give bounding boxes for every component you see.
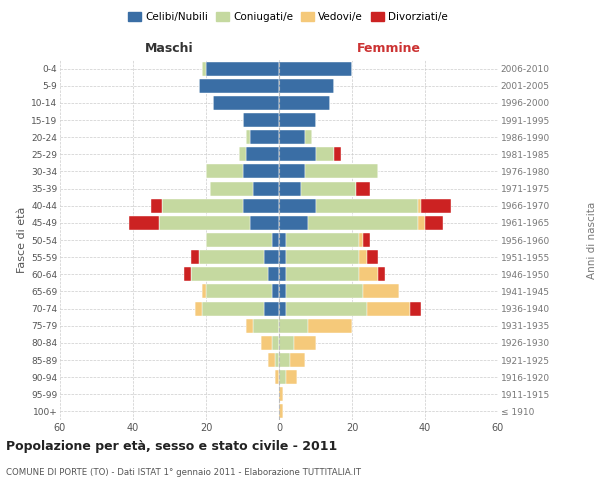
Bar — [272, 233, 279, 247]
Bar — [359, 250, 367, 264]
Text: Maschi: Maschi — [145, 42, 194, 55]
Bar — [191, 268, 268, 281]
Text: Femmine: Femmine — [356, 42, 421, 55]
Bar — [191, 250, 199, 264]
Bar — [246, 318, 253, 332]
Bar — [214, 96, 279, 110]
Legend: Celibi/Nubili, Coniugati/e, Vedovi/e, Divorziati/e: Celibi/Nubili, Coniugati/e, Vedovi/e, Di… — [124, 8, 452, 26]
Bar — [279, 353, 290, 367]
Bar — [261, 336, 272, 350]
Bar — [206, 284, 272, 298]
Bar — [239, 148, 246, 162]
Bar — [421, 198, 451, 212]
Bar — [279, 96, 330, 110]
Bar — [279, 198, 316, 212]
Bar — [279, 388, 283, 402]
Bar — [272, 284, 279, 298]
Bar — [246, 130, 250, 144]
Bar — [279, 233, 286, 247]
Bar — [242, 198, 279, 212]
Bar — [279, 336, 293, 350]
Bar — [202, 284, 206, 298]
Bar — [286, 370, 297, 384]
Bar — [199, 78, 279, 92]
Bar — [356, 182, 370, 196]
Bar — [359, 268, 377, 281]
Bar — [279, 130, 305, 144]
Bar — [253, 318, 279, 332]
Bar — [286, 250, 359, 264]
Bar — [206, 62, 279, 76]
Bar — [242, 164, 279, 178]
Bar — [279, 78, 334, 92]
Bar — [202, 302, 265, 316]
Bar — [279, 370, 286, 384]
Bar — [305, 130, 312, 144]
Bar — [158, 216, 250, 230]
Bar — [162, 198, 242, 212]
Bar — [279, 404, 283, 418]
Bar — [305, 164, 377, 178]
Bar — [268, 268, 279, 281]
Bar — [367, 302, 410, 316]
Bar — [250, 216, 279, 230]
Y-axis label: Fasce di età: Fasce di età — [17, 207, 27, 273]
Bar — [279, 302, 286, 316]
Bar — [286, 268, 359, 281]
Bar — [425, 216, 443, 230]
Bar — [279, 148, 316, 162]
Bar — [272, 336, 279, 350]
Bar — [202, 62, 206, 76]
Text: Popolazione per età, sesso e stato civile - 2011: Popolazione per età, sesso e stato civil… — [6, 440, 337, 453]
Bar — [279, 113, 316, 127]
Bar — [265, 250, 279, 264]
Text: COMUNE DI PORTE (TO) - Dati ISTAT 1° gennaio 2011 - Elaborazione TUTTITALIA.IT: COMUNE DI PORTE (TO) - Dati ISTAT 1° gen… — [6, 468, 361, 477]
Bar — [253, 182, 279, 196]
Bar — [301, 182, 356, 196]
Bar — [209, 182, 253, 196]
Bar — [206, 164, 242, 178]
Bar — [275, 353, 279, 367]
Bar — [286, 284, 363, 298]
Bar — [151, 198, 162, 212]
Bar — [206, 233, 272, 247]
Bar — [130, 216, 158, 230]
Bar — [184, 268, 191, 281]
Bar — [293, 336, 316, 350]
Bar — [279, 250, 286, 264]
Bar — [316, 148, 334, 162]
Bar — [275, 370, 279, 384]
Bar — [363, 233, 370, 247]
Bar — [286, 233, 359, 247]
Bar — [279, 216, 308, 230]
Bar — [268, 353, 275, 367]
Bar — [286, 302, 367, 316]
Bar — [367, 250, 377, 264]
Bar — [334, 148, 341, 162]
Bar — [377, 268, 385, 281]
Bar — [359, 233, 363, 247]
Bar — [363, 284, 400, 298]
Bar — [279, 62, 352, 76]
Bar — [279, 182, 301, 196]
Bar — [265, 302, 279, 316]
Bar — [418, 216, 425, 230]
Bar — [316, 198, 418, 212]
Bar — [195, 302, 202, 316]
Bar — [250, 130, 279, 144]
Bar — [199, 250, 265, 264]
Bar — [279, 318, 308, 332]
Bar — [290, 353, 305, 367]
Bar — [279, 268, 286, 281]
Bar — [410, 302, 421, 316]
Bar — [279, 284, 286, 298]
Bar — [242, 113, 279, 127]
Bar — [308, 216, 418, 230]
Bar — [418, 198, 421, 212]
Bar — [308, 318, 352, 332]
Bar — [246, 148, 279, 162]
Bar — [279, 164, 305, 178]
Text: Anni di nascita: Anni di nascita — [587, 202, 597, 278]
